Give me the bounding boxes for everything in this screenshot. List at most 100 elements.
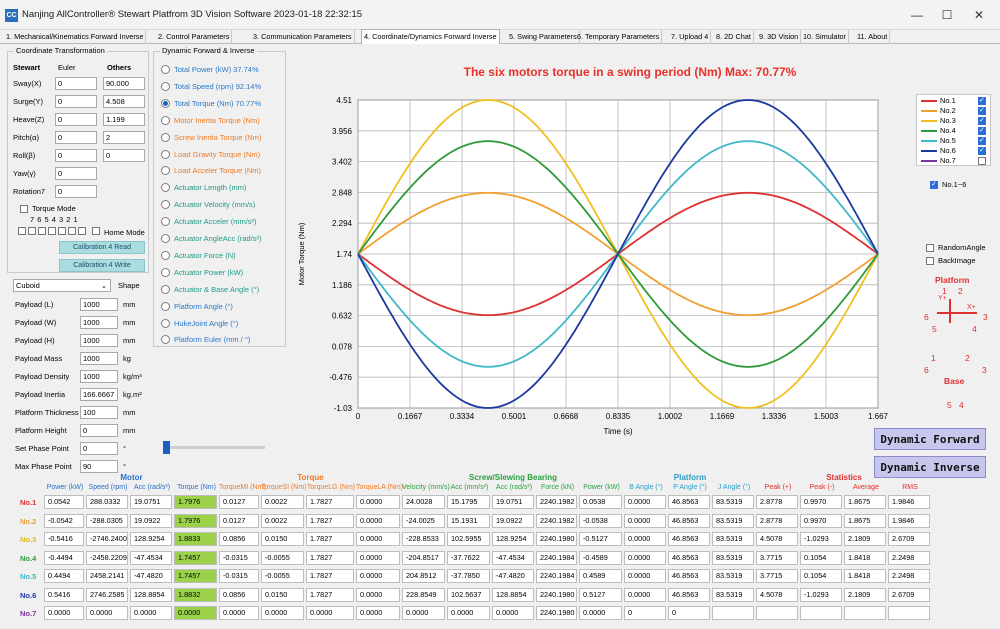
legend-series-checkbox[interactable] bbox=[978, 116, 986, 125]
legend-series-checkbox[interactable] bbox=[978, 136, 986, 145]
maximize-icon[interactable]: ☐ bbox=[941, 8, 953, 22]
payload-value-field[interactable]: 1000 bbox=[80, 298, 118, 311]
tab-10[interactable]: 10. Simulator bbox=[801, 30, 849, 44]
coord-value-field[interactable]: 0 bbox=[55, 95, 97, 108]
tab-9[interactable]: 9. 3D Vision bbox=[757, 30, 802, 44]
coord-value-field[interactable]: 0 bbox=[55, 167, 97, 180]
phase-slider-track[interactable] bbox=[163, 446, 265, 449]
legend-series-checkbox[interactable] bbox=[978, 157, 986, 165]
calibration-write-button[interactable]: Calibration 4 Write bbox=[59, 259, 145, 272]
dyn-option-label[interactable]: Load Gravity Torque (Nm) bbox=[174, 149, 261, 159]
payload-value-field[interactable]: 100 bbox=[80, 406, 118, 419]
dyn-option-radio[interactable] bbox=[161, 217, 170, 227]
dyn-option-label[interactable]: Motor Inertia Torque (Nm) bbox=[174, 115, 260, 125]
coord-other-field[interactable]: 90.000 bbox=[103, 77, 145, 90]
payload-value-field[interactable]: 1000 bbox=[80, 352, 118, 365]
payload-value-field[interactable]: 166.6667 bbox=[80, 388, 118, 401]
dyn-option-label[interactable]: Actuator Force (N) bbox=[174, 250, 236, 260]
back-image-checkbox[interactable] bbox=[926, 257, 934, 265]
tab-8[interactable]: 8. 2D Chat bbox=[714, 30, 754, 44]
dyn-option-radio[interactable] bbox=[161, 234, 170, 243]
dynamic-forward-button[interactable]: Dynamic Forward bbox=[874, 428, 986, 450]
dyn-option-label[interactable]: Total Speed (rpm) 92.14% bbox=[174, 81, 262, 91]
dyn-option-radio[interactable] bbox=[161, 301, 170, 311]
coord-value-field[interactable]: 0 bbox=[55, 149, 97, 162]
motor-checkbox[interactable] bbox=[48, 227, 56, 235]
payload-value-field[interactable]: 0 bbox=[80, 442, 118, 455]
dyn-option-label[interactable]: Platform Angle (°) bbox=[174, 301, 233, 311]
tab-1[interactable]: 1. Mechanical/Kinematics Forward Inverse bbox=[4, 30, 147, 44]
table-cell: 0.0022 bbox=[261, 495, 304, 509]
payload-value-field[interactable]: 1000 bbox=[80, 334, 118, 347]
coord-other-field[interactable]: 4.508 bbox=[103, 95, 145, 108]
dyn-option-label[interactable]: Actuator AngleAcc (rad/s²) bbox=[174, 234, 262, 243]
dyn-option-label[interactable]: Screw Inertia Torque (Nm) bbox=[174, 132, 262, 142]
payload-value-field[interactable]: 90 bbox=[80, 460, 118, 473]
coord-value-field[interactable]: 0 bbox=[55, 131, 97, 144]
torque-mode-checkbox[interactable] bbox=[20, 205, 28, 213]
dyn-option-radio[interactable] bbox=[161, 81, 170, 91]
dyn-option-label[interactable]: Actuator Velocity (mm/s) bbox=[174, 200, 256, 210]
legend-all-checkbox[interactable] bbox=[930, 180, 938, 189]
coord-other-field[interactable]: 1.199 bbox=[103, 113, 145, 126]
dyn-option-radio[interactable] bbox=[161, 284, 170, 294]
motor-checkbox[interactable] bbox=[78, 227, 86, 235]
dyn-option-radio[interactable] bbox=[161, 267, 170, 277]
motor-checkbox[interactable] bbox=[68, 227, 76, 235]
home-mode-checkbox[interactable] bbox=[92, 227, 100, 235]
payload-value-field[interactable]: 0 bbox=[80, 424, 118, 437]
dyn-option-radio[interactable] bbox=[161, 200, 170, 210]
dyn-option-radio[interactable] bbox=[161, 115, 170, 125]
tab-5[interactable]: 5. Swing Parameters bbox=[507, 30, 580, 44]
shape-select[interactable]: Cuboid ⌄ bbox=[13, 279, 111, 292]
close-icon[interactable]: ✕ bbox=[973, 8, 985, 22]
coord-value-field[interactable]: 0 bbox=[55, 185, 97, 198]
motor-checkbox[interactable] bbox=[58, 227, 66, 235]
table-row-label: No.1 bbox=[20, 498, 37, 507]
table-cell: -47.4820 bbox=[492, 569, 534, 583]
coord-value-field[interactable]: 0 bbox=[55, 113, 97, 126]
payload-value-field[interactable]: 1000 bbox=[80, 316, 118, 329]
dyn-option-label[interactable]: Actuator Length (mm) bbox=[174, 183, 247, 193]
legend-series-checkbox[interactable] bbox=[978, 106, 986, 115]
dyn-option-label[interactable]: Actuator Power (kW) bbox=[174, 267, 244, 277]
dyn-option-radio[interactable] bbox=[161, 335, 170, 345]
legend-series-checkbox[interactable] bbox=[978, 146, 986, 155]
legend-series-checkbox[interactable] bbox=[978, 126, 986, 135]
coord-other-field[interactable]: 0 bbox=[103, 149, 145, 162]
dyn-option-label[interactable]: Total Power (kW) 37.74% bbox=[174, 65, 259, 74]
motor-checkbox[interactable] bbox=[38, 227, 46, 235]
tab-6[interactable]: 6. Temporary Parameters bbox=[575, 30, 663, 44]
dyn-option-label[interactable]: Platform Euler (mm / °) bbox=[174, 335, 251, 345]
dyn-option-radio[interactable] bbox=[161, 183, 170, 193]
dyn-option-radio[interactable] bbox=[161, 250, 170, 260]
dyn-option-label[interactable]: Actuator Acceler (mm/s²) bbox=[174, 217, 257, 227]
tab-11[interactable]: 11. About bbox=[855, 30, 891, 44]
phase-slider-handle[interactable] bbox=[163, 441, 170, 454]
payload-unit: kg/m³ bbox=[123, 372, 142, 381]
calibration-read-button[interactable]: Calibration 4 Read bbox=[59, 241, 145, 254]
motor-checkbox[interactable] bbox=[18, 227, 26, 235]
dynamic-inverse-button[interactable]: Dynamic Inverse bbox=[874, 456, 986, 478]
tab-2[interactable]: 2. Control Parameters bbox=[156, 30, 233, 44]
tab-4[interactable]: 4. Coordinate/Dynamics Forward Inverse bbox=[361, 29, 500, 44]
tab-3[interactable]: 3. Communication Parameters bbox=[251, 30, 355, 44]
dyn-option-radio[interactable] bbox=[161, 98, 170, 108]
motor-checkbox[interactable] bbox=[28, 227, 36, 235]
dyn-option-label[interactable]: HukeJoint Angle (°) bbox=[174, 318, 239, 328]
minimize-icon[interactable]: — bbox=[911, 8, 923, 22]
random-angle-checkbox[interactable] bbox=[926, 244, 934, 252]
dyn-option-label[interactable]: Actuator & Base Angle (°) bbox=[174, 284, 260, 294]
dyn-option-label[interactable]: Load Acceler Torque (Nm) bbox=[174, 166, 261, 176]
dyn-option-radio[interactable] bbox=[161, 65, 170, 74]
dyn-option-radio[interactable] bbox=[161, 149, 170, 159]
coord-value-field[interactable]: 0 bbox=[55, 77, 97, 90]
legend-series-checkbox[interactable] bbox=[978, 96, 986, 105]
dyn-option-radio[interactable] bbox=[161, 318, 170, 328]
dyn-option-radio[interactable] bbox=[161, 166, 170, 176]
dyn-option-label[interactable]: Total Torque (Nm) 70.77% bbox=[174, 98, 261, 108]
dyn-option-radio[interactable] bbox=[161, 132, 170, 142]
payload-value-field[interactable]: 1000 bbox=[80, 370, 118, 383]
coord-other-field[interactable]: 2 bbox=[103, 131, 145, 144]
tab-7[interactable]: 7. Upload 4 bbox=[669, 30, 712, 44]
